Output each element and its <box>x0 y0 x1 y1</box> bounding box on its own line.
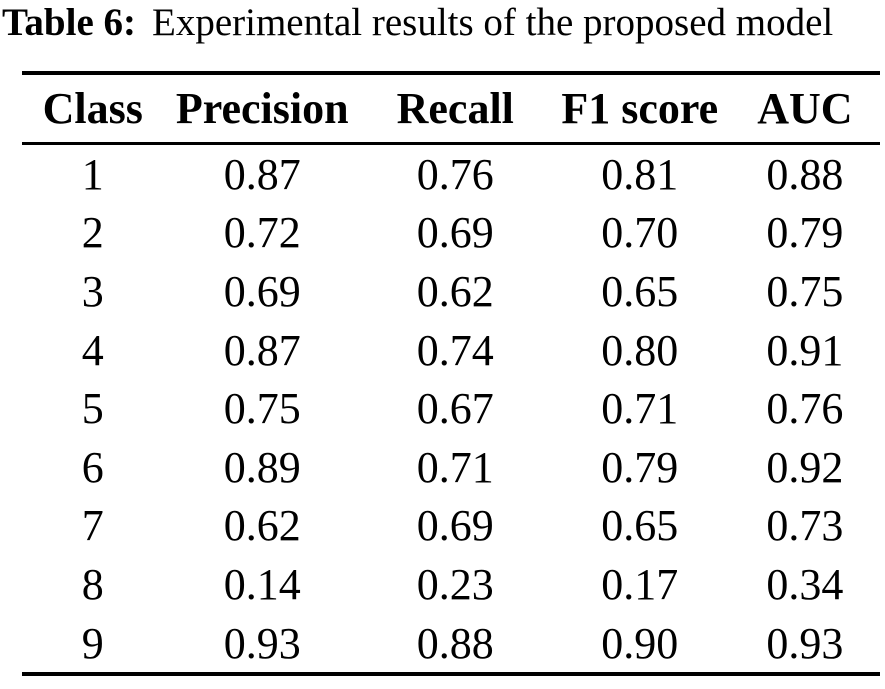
table-cell: 0.90 <box>601 618 679 668</box>
table-cell: 2 <box>81 208 104 258</box>
table-row: 7 0.62 0.69 0.65 0.73 <box>22 497 880 556</box>
table-cell: 9 <box>81 618 104 668</box>
table-header-row: Class Precision Recall F1 score AUC <box>22 73 880 145</box>
results-table: Class Precision Recall F1 score AUC 1 0.8… <box>22 71 880 677</box>
table-cell: 0.74 <box>416 325 494 375</box>
table-row: 6 0.89 0.71 0.79 0.92 <box>22 438 880 497</box>
table-row: 3 0.69 0.62 0.65 0.75 <box>22 262 880 321</box>
column-header-class: Class <box>22 73 164 145</box>
table-cell: 0.89 <box>223 442 301 492</box>
table-cell: 3 <box>81 266 104 316</box>
table-row: 1 0.87 0.76 0.81 0.88 <box>22 144 880 204</box>
table-cell: 7 <box>81 501 104 551</box>
column-header-auc: AUC <box>729 73 880 145</box>
table-cell: 0.71 <box>416 442 494 492</box>
table-row: 2 0.72 0.69 0.70 0.79 <box>22 204 880 263</box>
table-cell: 4 <box>81 325 104 375</box>
table-cell: 0.75 <box>766 266 844 316</box>
table-cell: 0.67 <box>416 384 494 434</box>
column-header-recall: Recall <box>360 73 550 145</box>
table-cell: 0.73 <box>766 501 844 551</box>
table-cell: 0.88 <box>766 149 844 199</box>
table-cell: 0.69 <box>416 208 494 258</box>
table-cell: 0.91 <box>766 325 844 375</box>
table-cell: 0.79 <box>766 208 844 258</box>
table-cell: 0.69 <box>223 266 301 316</box>
table-cell: 0.76 <box>766 384 844 434</box>
table-row: 9 0.93 0.88 0.90 0.93 <box>22 614 880 675</box>
table-cell: 1 <box>81 149 104 199</box>
table-cell: 0.65 <box>601 266 679 316</box>
table-cell: 0.81 <box>601 149 679 199</box>
table-cell: 0.23 <box>416 559 494 609</box>
table-cell: 0.62 <box>223 501 301 551</box>
table-cell: 0.80 <box>601 325 679 375</box>
table-cell: 0.75 <box>223 384 301 434</box>
table-cell: 8 <box>81 559 104 609</box>
table-cell: 0.88 <box>416 618 494 668</box>
table-cell: 0.93 <box>766 618 844 668</box>
table-cell: 5 <box>81 384 104 434</box>
table-cell: 0.76 <box>416 149 494 199</box>
table-cell: 0.72 <box>223 208 301 258</box>
table-row: 5 0.75 0.67 0.71 0.76 <box>22 379 880 438</box>
table-cell: 0.65 <box>601 501 679 551</box>
table-caption: Table 6: Experimental results of the prop… <box>2 0 885 46</box>
table-cell: 0.79 <box>601 442 679 492</box>
table-cell: 0.14 <box>223 559 301 609</box>
table-cell: 0.69 <box>416 501 494 551</box>
table-cell: 0.70 <box>601 208 679 258</box>
table-cell: 0.71 <box>601 384 679 434</box>
column-header-precision: Precision <box>163 73 361 145</box>
table-caption-text: Experimental results of the proposed mod… <box>152 1 834 44</box>
table-cell: 0.87 <box>223 149 301 199</box>
table-cell: 0.93 <box>223 618 301 668</box>
table-cell: 0.17 <box>601 559 679 609</box>
table-cell: 0.87 <box>223 325 301 375</box>
table-row: 8 0.14 0.23 0.17 0.34 <box>22 555 880 614</box>
table-body: 1 0.87 0.76 0.81 0.88 2 0.72 0.69 0.70 0.79 3 0.69 0… <box>22 144 880 675</box>
table-cell: 6 <box>81 442 104 492</box>
table-cell: 0.92 <box>766 442 844 492</box>
table-cell: 0.34 <box>766 559 844 609</box>
results-table-wrapper: Class Precision Recall F1 score AUC 1 0.8… <box>22 71 880 677</box>
table-caption-label: Table 6: <box>2 1 137 44</box>
column-header-f1-score: F1 score <box>549 73 730 145</box>
table-cell: 0.62 <box>416 266 494 316</box>
table-row: 4 0.87 0.74 0.80 0.91 <box>22 321 880 380</box>
